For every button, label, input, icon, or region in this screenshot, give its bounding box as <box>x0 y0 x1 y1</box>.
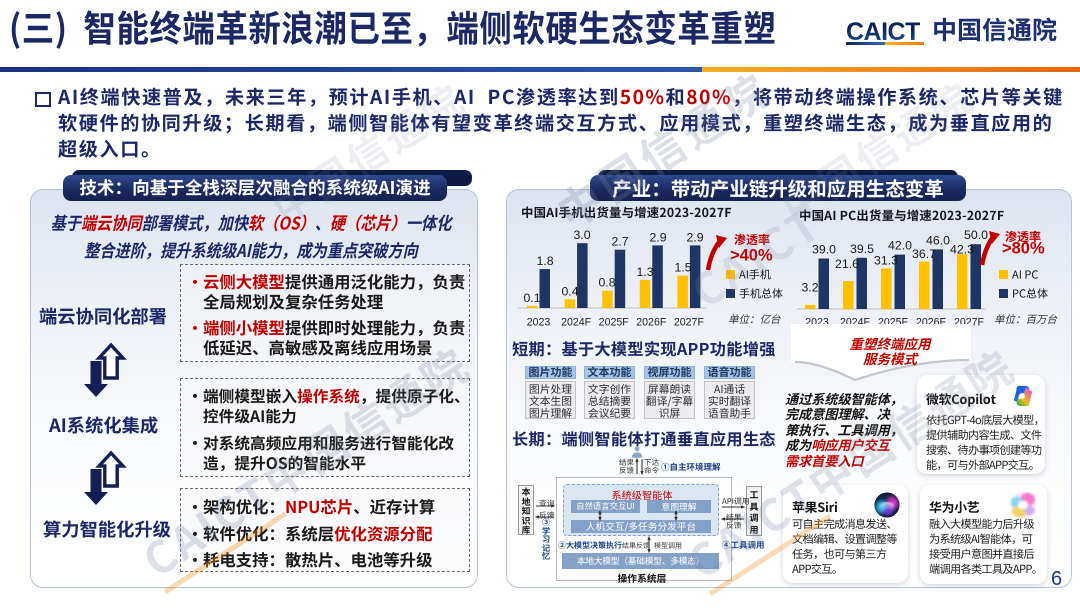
svg-text:1.3: 1.3 <box>636 265 653 279</box>
svg-text:渗透率: 渗透率 <box>734 231 770 248</box>
svg-text:1.8: 1.8 <box>536 254 553 268</box>
svg-text:39.5: 39.5 <box>850 242 874 256</box>
svg-text:36.7: 36.7 <box>912 247 936 261</box>
svg-text:渗透率: 渗透率 <box>1005 228 1041 245</box>
svg-text:>80%: >80% <box>1002 240 1045 258</box>
svg-text:2.9: 2.9 <box>686 230 703 244</box>
svg-text:50.0: 50.0 <box>964 228 988 242</box>
svg-text:2023: 2023 <box>527 317 551 329</box>
svg-text:3.0: 3.0 <box>573 228 590 242</box>
svg-text:1.5: 1.5 <box>674 261 691 275</box>
svg-text:单位：亿台: 单位：亿台 <box>728 312 781 327</box>
svg-text:2027F: 2027F <box>674 317 705 329</box>
svg-text:AI PC: AI PC <box>1012 267 1038 283</box>
svg-text:21.6: 21.6 <box>835 257 859 271</box>
svg-text:0.4: 0.4 <box>561 284 578 298</box>
svg-text:AI手机: AI手机 <box>739 267 771 283</box>
svg-text:2025F: 2025F <box>599 317 630 329</box>
svg-text:PC总体: PC总体 <box>1012 286 1048 302</box>
svg-text:46.0: 46.0 <box>926 233 950 247</box>
svg-text:31.3: 31.3 <box>874 253 898 267</box>
svg-text:2.9: 2.9 <box>649 230 666 244</box>
svg-text:2024F: 2024F <box>561 317 592 329</box>
svg-text:42.3: 42.3 <box>950 243 974 257</box>
svg-text:2026F: 2026F <box>636 317 667 329</box>
svg-text:3.2: 3.2 <box>801 281 818 295</box>
svg-text:手机总体: 手机总体 <box>739 286 783 302</box>
svg-text:0.1: 0.1 <box>523 291 540 305</box>
svg-text:2.7: 2.7 <box>611 235 628 249</box>
svg-text:0.8: 0.8 <box>598 276 615 290</box>
svg-text:42.0: 42.0 <box>888 239 912 253</box>
svg-text:单位：百万台: 单位：百万台 <box>994 312 1057 327</box>
svg-text:>40%: >40% <box>730 247 773 265</box>
svg-text:39.0: 39.0 <box>812 243 836 257</box>
